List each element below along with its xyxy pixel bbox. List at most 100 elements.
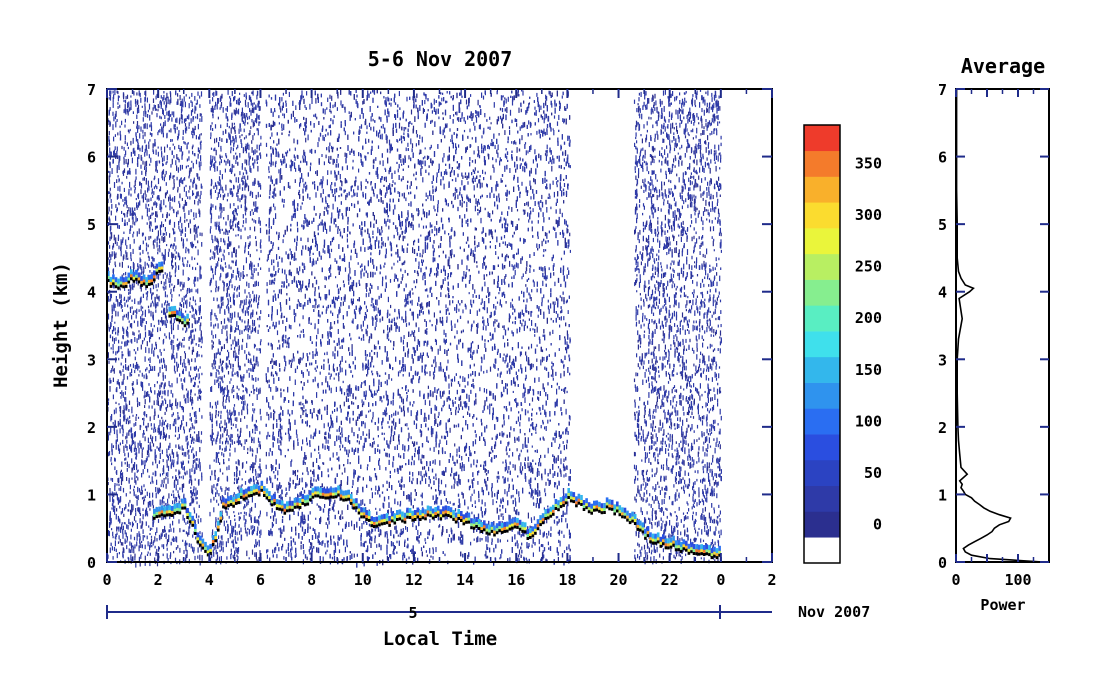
noise-point xyxy=(220,499,222,504)
noise-point xyxy=(218,188,221,194)
noise-point xyxy=(237,195,239,202)
noise-point xyxy=(129,350,131,357)
noise-point xyxy=(194,358,196,363)
noise-point xyxy=(253,519,256,523)
noise-point xyxy=(257,303,259,309)
noise-point xyxy=(195,195,197,199)
noise-point xyxy=(160,200,162,205)
noise-point xyxy=(186,470,188,475)
noise-point xyxy=(210,277,212,282)
noise-point xyxy=(232,294,234,299)
noise-point xyxy=(210,108,212,112)
noise-point xyxy=(165,323,167,328)
noise-point xyxy=(228,396,230,402)
noise-point xyxy=(108,109,110,115)
noise-point xyxy=(113,251,115,256)
noise-point xyxy=(250,525,252,530)
noise-point xyxy=(157,274,160,280)
noise-point xyxy=(124,453,126,457)
noise-point xyxy=(212,268,214,274)
noise-point xyxy=(132,331,134,336)
noise-point xyxy=(231,525,233,531)
noise-point xyxy=(255,240,257,247)
noise-point xyxy=(198,458,200,465)
noise-point xyxy=(200,333,202,340)
noise-point xyxy=(145,144,148,151)
noise-point xyxy=(169,281,171,284)
noise-point xyxy=(217,431,219,435)
noise-point xyxy=(173,421,175,427)
noise-point xyxy=(123,522,125,525)
noise-point xyxy=(121,120,123,126)
noise-point xyxy=(220,346,223,352)
noise-point xyxy=(244,194,246,198)
noise-point xyxy=(242,401,244,405)
noise-point xyxy=(214,236,216,241)
noise-point xyxy=(144,488,146,491)
noise-point xyxy=(133,447,135,452)
noise-point xyxy=(195,365,197,370)
noise-point xyxy=(155,108,157,111)
noise-point xyxy=(226,429,228,436)
noise-point xyxy=(158,534,161,540)
noise-point xyxy=(109,523,111,527)
noise-point xyxy=(189,196,191,200)
noise-point xyxy=(177,100,179,105)
noise-point xyxy=(114,327,116,331)
noise-point xyxy=(230,433,232,437)
noise-point xyxy=(124,135,126,141)
noise-point xyxy=(169,233,171,238)
noise-point xyxy=(228,360,230,365)
noise-point xyxy=(181,164,183,170)
noise-point xyxy=(126,205,128,209)
noise-point xyxy=(173,459,175,464)
noise-point xyxy=(199,274,201,280)
noise-point xyxy=(230,191,232,195)
noise-point xyxy=(189,472,191,478)
noise-point xyxy=(144,236,147,241)
noise-point xyxy=(152,366,154,371)
noise-point xyxy=(137,469,139,472)
noise-point xyxy=(177,426,180,433)
noise-point xyxy=(214,167,216,172)
noise-point xyxy=(196,113,199,120)
noise-point xyxy=(173,365,176,372)
noise-point xyxy=(132,312,134,315)
noise-point xyxy=(119,193,122,199)
noise-point xyxy=(226,475,228,482)
noise-point xyxy=(167,110,170,116)
noise-point xyxy=(151,449,153,452)
noise-point xyxy=(135,101,137,107)
noise-point xyxy=(162,109,164,116)
noise-point xyxy=(185,330,187,333)
noise-point xyxy=(233,511,235,514)
noise-point xyxy=(119,538,121,543)
noise-point xyxy=(117,299,119,303)
noise-point xyxy=(235,208,237,215)
noise-point xyxy=(225,229,228,233)
noise-point xyxy=(259,431,261,435)
noise-point xyxy=(139,147,141,152)
noise-point xyxy=(111,308,113,315)
noise-point xyxy=(234,346,236,350)
noise-point xyxy=(166,547,168,551)
noise-point xyxy=(244,400,246,406)
noise-point xyxy=(225,186,227,191)
noise-point xyxy=(219,358,221,364)
noise-point xyxy=(134,453,136,456)
noise-point xyxy=(216,103,218,110)
noise-point xyxy=(131,283,133,289)
noise-point xyxy=(246,439,248,442)
noise-point xyxy=(160,204,162,208)
noise-point xyxy=(247,175,249,180)
noise-point xyxy=(109,259,111,263)
noise-point xyxy=(179,117,181,122)
noise-point xyxy=(161,252,163,257)
noise-point xyxy=(172,490,174,493)
noise-point xyxy=(210,213,213,219)
noise-point xyxy=(133,320,135,324)
noise-point xyxy=(117,526,119,530)
noise-point xyxy=(184,399,186,402)
noise-point xyxy=(190,490,193,495)
noise-point xyxy=(141,473,143,478)
